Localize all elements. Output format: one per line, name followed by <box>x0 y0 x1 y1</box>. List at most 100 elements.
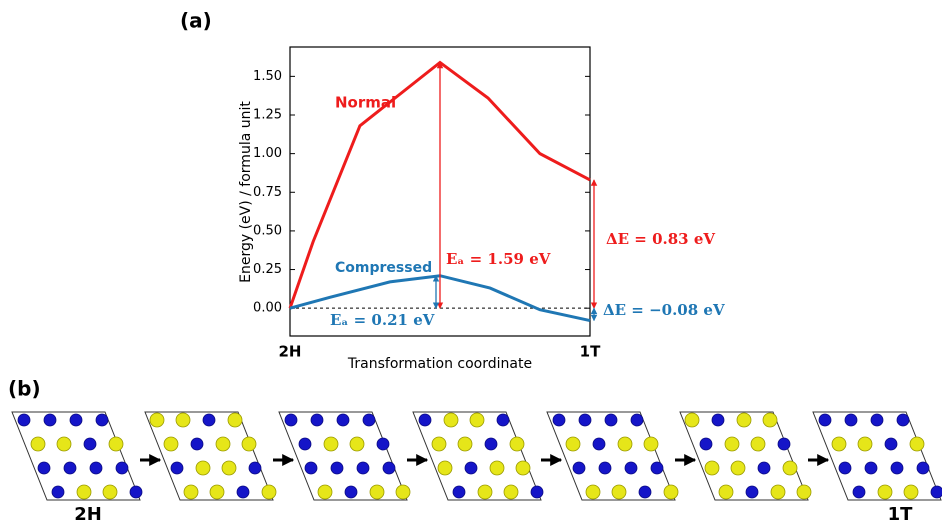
atom <box>452 485 466 499</box>
atom <box>489 460 505 476</box>
atom <box>857 436 873 452</box>
y-tick-label: 0.50 <box>253 223 282 238</box>
cell <box>812 411 942 501</box>
atom <box>909 436 925 452</box>
atom <box>469 412 485 428</box>
atom <box>95 413 109 427</box>
atom <box>630 413 644 427</box>
atom <box>796 484 812 500</box>
atom <box>515 460 531 476</box>
annotation: Eₐ = 1.59 eV <box>446 250 551 268</box>
atom <box>870 413 884 427</box>
atom <box>890 461 904 475</box>
atom <box>598 461 612 475</box>
atom <box>382 461 396 475</box>
atom <box>604 413 618 427</box>
atom <box>844 413 858 427</box>
atom <box>530 485 544 499</box>
atom <box>317 484 333 500</box>
atom <box>69 413 83 427</box>
atom <box>930 485 942 499</box>
annotation: ΔE = 0.83 eV <box>606 230 715 248</box>
atom <box>43 413 57 427</box>
atom <box>509 436 525 452</box>
y-tick-label: 0.25 <box>253 262 282 277</box>
atom <box>30 436 46 452</box>
atom <box>298 437 312 451</box>
y-tick-label: 1.00 <box>253 146 282 161</box>
panel-label: (a) <box>180 9 212 33</box>
cell <box>546 411 676 501</box>
atom <box>877 484 893 500</box>
atom <box>149 412 165 428</box>
x-axis-label: Transformation coordinate <box>347 356 532 372</box>
atom <box>183 484 199 500</box>
atom <box>395 484 411 500</box>
atom <box>241 436 257 452</box>
atom <box>248 461 262 475</box>
atom <box>227 412 243 428</box>
atom <box>443 412 459 428</box>
atom <box>431 436 447 452</box>
structures <box>11 411 942 501</box>
atom <box>852 485 866 499</box>
atom <box>572 461 586 475</box>
atom <box>831 436 847 452</box>
atom <box>330 461 344 475</box>
atom <box>750 436 766 452</box>
atom <box>170 461 184 475</box>
atom <box>310 413 324 427</box>
atom <box>376 437 390 451</box>
atom <box>56 436 72 452</box>
atom <box>650 461 664 475</box>
atom <box>711 413 725 427</box>
atom <box>464 461 478 475</box>
atom <box>215 436 231 452</box>
panel-label: (b) <box>8 377 41 401</box>
atom <box>304 461 318 475</box>
atom <box>916 461 930 475</box>
atom <box>496 413 510 427</box>
atom <box>624 461 638 475</box>
atom <box>638 485 652 499</box>
atom <box>903 484 919 500</box>
atom <box>838 461 852 475</box>
atom <box>175 412 191 428</box>
atom <box>757 461 771 475</box>
structure-label: 2H <box>74 504 102 525</box>
x-tick-label: 2H <box>279 343 302 361</box>
atom <box>336 413 350 427</box>
atom <box>63 461 77 475</box>
cell <box>412 411 542 501</box>
atom <box>89 461 103 475</box>
atom <box>552 413 566 427</box>
y-tick-label: 0.00 <box>253 301 282 316</box>
atom <box>617 436 633 452</box>
atom <box>236 485 250 499</box>
atom <box>349 436 365 452</box>
atom <box>718 484 734 500</box>
atom <box>83 437 97 451</box>
atom <box>51 485 65 499</box>
cell <box>144 411 274 501</box>
atom <box>195 460 211 476</box>
atom <box>102 484 118 500</box>
y-axis-label: Energy (eV) / formula unit <box>238 101 254 283</box>
atom <box>896 413 910 427</box>
atom <box>115 461 129 475</box>
atom <box>699 437 713 451</box>
legend-entry: Normal <box>335 94 396 112</box>
cell <box>11 411 141 501</box>
atom <box>704 460 720 476</box>
atom <box>457 436 473 452</box>
atom <box>762 412 778 428</box>
annotation: ΔE = −0.08 eV <box>603 301 725 319</box>
atom <box>592 437 606 451</box>
atom <box>663 484 679 500</box>
atom <box>418 413 432 427</box>
y-tick-label: 1.50 <box>253 69 282 84</box>
y-tick-label: 1.25 <box>253 108 282 123</box>
atom <box>503 484 519 500</box>
atom <box>261 484 277 500</box>
